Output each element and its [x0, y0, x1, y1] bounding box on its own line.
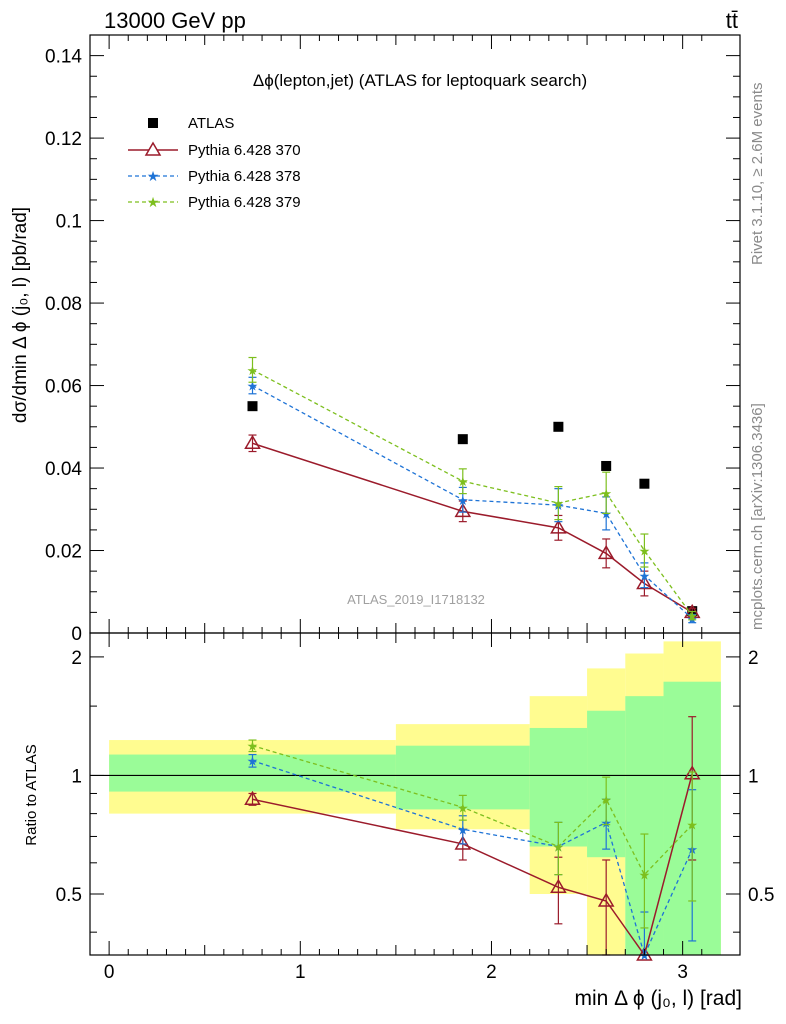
- x-axis-label: min Δ ϕ (j₀, l) [rad]: [574, 987, 742, 1010]
- data-point: ★: [247, 380, 259, 395]
- y-axis-label: dσ/dmin Δ ϕ (j₀, l) [pb/rad]: [10, 207, 31, 423]
- data-point: ★: [600, 793, 612, 808]
- legend: ATLAS Pythia 6.428 370 ★ Pythia 6.428 37…: [128, 115, 301, 211]
- data-point: [244, 790, 261, 806]
- ratio-y-tick-label-right: 0.5: [748, 885, 774, 906]
- ratio-y-tick-label-right: 1: [748, 766, 759, 787]
- rivet-version-label: Rivet 3.1.10, ≥ 2.6M events: [749, 83, 766, 266]
- legend-marker-pythia-370: [144, 141, 162, 156]
- data-point: ★: [600, 507, 612, 522]
- series-pythia-6-428-370: [244, 434, 701, 619]
- data-point: [553, 421, 564, 432]
- data-point: [597, 892, 615, 907]
- ratio-panel: ★★★★★★★★★★★★ 0.5 0.51 12 20 1 2 3: [56, 632, 774, 983]
- legend-marker-pythia-379: ★: [147, 195, 160, 211]
- mcplots-label: mcplots.cern.ch [arXiv:1306.3436]: [749, 403, 766, 630]
- ratio-y-axis-label: Ratio to ATLAS: [23, 744, 40, 845]
- legend-marker-pythia-378: ★: [147, 169, 160, 185]
- x-tick-label: 0: [104, 962, 115, 983]
- legend-item-pythia-379: ★ Pythia 6.428 379: [128, 194, 301, 211]
- process-label: tt̄: [726, 8, 738, 33]
- data-point: ★: [457, 475, 469, 490]
- ratio-y-tick-label: 1: [71, 766, 82, 787]
- y-tick-label: 0.1: [56, 212, 82, 233]
- legend-label-pythia-378: Pythia 6.428 378: [188, 168, 301, 185]
- legend-label-pythia-379: Pythia 6.428 379: [188, 194, 301, 211]
- data-point: ★: [553, 497, 565, 512]
- y-tick-label: 0.02: [45, 542, 82, 563]
- ratio-y-tick-label: 0.5: [56, 885, 82, 906]
- series-line-pythia-6-428-378: [252, 760, 693, 957]
- y-tick-label: 0.12: [45, 129, 82, 150]
- series-line-pythia-6-428-370: [252, 773, 693, 957]
- data-point: ★: [457, 823, 469, 838]
- x-tick-label: 1: [295, 962, 306, 983]
- data-point: [597, 544, 615, 560]
- energy-label: 13000 GeV pp: [104, 8, 246, 33]
- x-tick-label: 3: [677, 962, 688, 983]
- main-panel: ★★★★★★★★★★★★ 00.020.040.060.080.10.120.1…: [45, 34, 741, 645]
- x-tick-label: 2: [486, 962, 497, 983]
- series-pythia-6-428-379: ★★★★★★: [247, 739, 698, 929]
- legend-marker-atlas: [148, 118, 158, 128]
- legend-item-pythia-378: ★ Pythia 6.428 378: [128, 168, 301, 185]
- y-tick-label: 0.08: [45, 294, 82, 315]
- y-tick-label: 0.06: [45, 377, 82, 398]
- data-point: [636, 946, 653, 961]
- data-point: [601, 460, 612, 471]
- data-point: [636, 575, 653, 590]
- data-point: [639, 478, 650, 489]
- data-point: ★: [457, 801, 469, 816]
- series-pythia-6-428-378: ★ ★ ★ ★ ★ ★: [247, 376, 698, 628]
- series-line-pythia-6-428-379: [252, 369, 693, 617]
- data-point: ★: [457, 494, 469, 509]
- data-point: ★: [686, 610, 698, 625]
- y-tick-label: 0.14: [45, 47, 82, 68]
- data-point: [550, 519, 567, 534]
- data-point: [550, 878, 567, 894]
- legend-label-pythia-370: Pythia 6.428 370: [188, 142, 301, 159]
- series-line-pythia-6-428-378: [252, 384, 693, 620]
- data-point: [454, 835, 472, 850]
- data-point: ★: [247, 364, 259, 379]
- data-point: [244, 434, 261, 450]
- data-point: ★: [639, 545, 651, 560]
- data-point: [457, 434, 468, 445]
- plot-title: Δϕ(lepton,jet) (ATLAS for leptoquark sea…: [253, 71, 587, 90]
- data-point: ★: [247, 740, 259, 755]
- series-atlas: [247, 401, 698, 617]
- data-point: ★: [553, 841, 565, 856]
- series-pythia-6-428-379: ★★★★★★: [247, 356, 698, 625]
- data-point: [454, 502, 472, 518]
- ratio-y-tick-label-right: 2: [748, 648, 759, 669]
- data-point: ★: [639, 569, 651, 584]
- data-point: ★: [247, 755, 259, 770]
- y-tick-label: 0.04: [45, 459, 82, 480]
- data-point: ★: [639, 949, 651, 964]
- legend-label-atlas: ATLAS: [188, 115, 234, 132]
- legend-item-pythia-370: Pythia 6.428 370: [128, 141, 301, 159]
- data-point: ★: [600, 487, 612, 502]
- data-point: ★: [639, 869, 651, 884]
- analysis-watermark: ATLAS_2019_I1718132: [347, 592, 485, 607]
- ratio-y-tick-label: 2: [71, 648, 82, 669]
- series-line-pythia-6-428-370: [252, 442, 693, 614]
- y-tick-label: 0: [71, 624, 82, 645]
- series-line-pythia-6-428-379: [252, 745, 693, 876]
- legend-item-atlas: ATLAS: [148, 115, 234, 132]
- data-point: [247, 401, 258, 412]
- data-point: ★: [686, 819, 698, 834]
